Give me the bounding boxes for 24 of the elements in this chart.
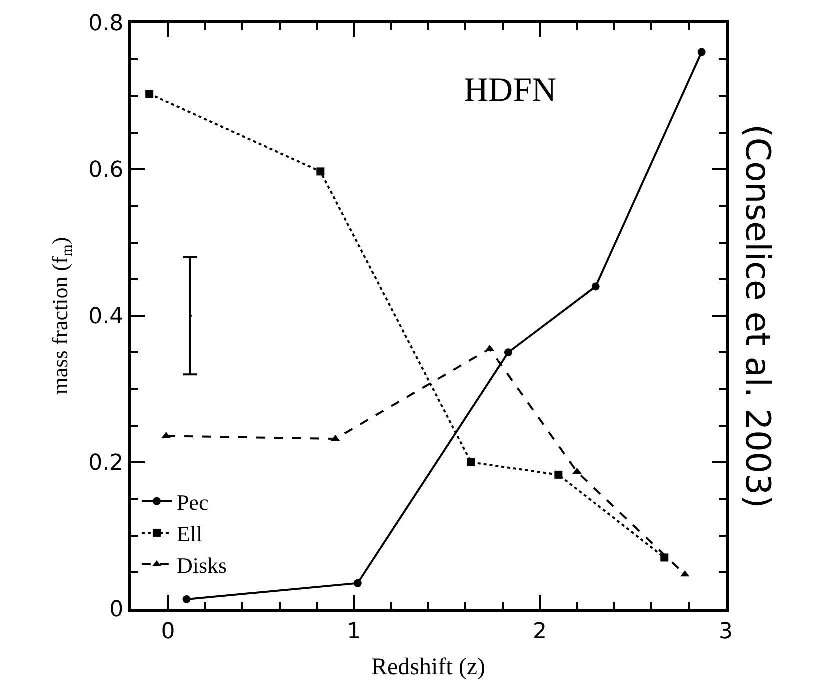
legend-label: Disks bbox=[176, 553, 228, 578]
y-tick-label: 0.8 bbox=[88, 12, 124, 37]
annotation: HDFN bbox=[464, 72, 557, 109]
point bbox=[146, 90, 154, 98]
x-tick-label: 3 bbox=[719, 619, 733, 644]
y-tick-label: 0.4 bbox=[88, 304, 124, 330]
x-tick-label: 1 bbox=[347, 619, 362, 644]
point bbox=[698, 48, 706, 56]
x-tick-label: 2 bbox=[533, 619, 548, 644]
y-tick-label: 0.6 bbox=[88, 158, 124, 184]
y-tick-label: 0.2 bbox=[88, 451, 124, 476]
legend-label: Ell bbox=[176, 522, 203, 547]
x-tick-label: 0 bbox=[161, 619, 176, 644]
y-tick-label: 0 bbox=[110, 598, 124, 623]
point bbox=[182, 595, 191, 604]
point bbox=[316, 168, 325, 176]
point bbox=[354, 579, 362, 588]
point bbox=[504, 348, 512, 357]
legend-label: Pec bbox=[176, 490, 209, 515]
point bbox=[554, 470, 563, 479]
point bbox=[467, 458, 476, 466]
x-axis-title: Redshift (z) bbox=[372, 654, 486, 681]
point bbox=[592, 282, 600, 291]
text: (Conselice et al. 2003) bbox=[738, 124, 778, 508]
